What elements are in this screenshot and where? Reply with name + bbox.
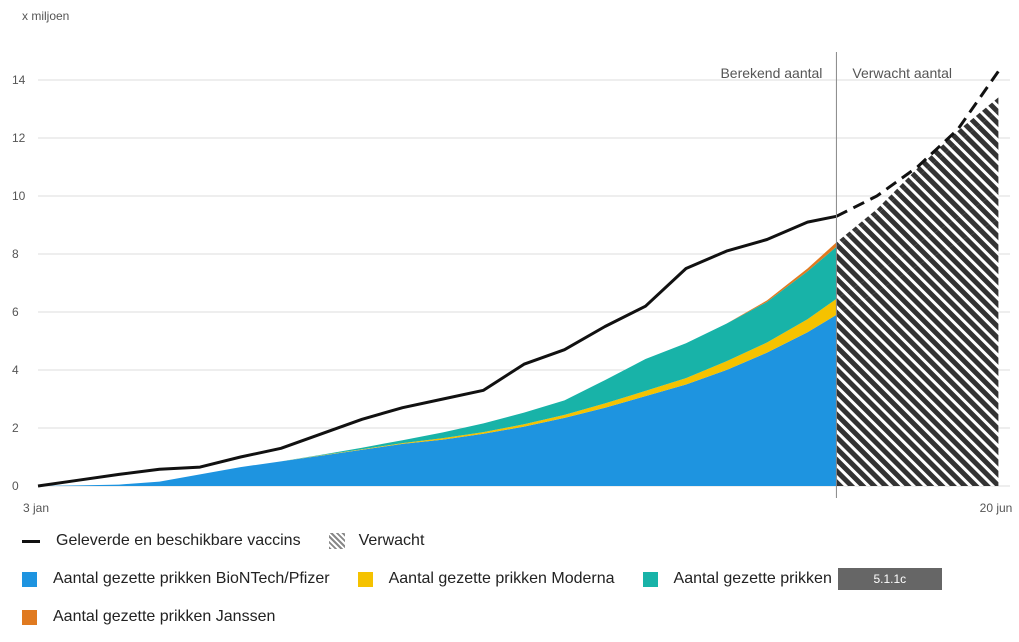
- annotations: Berekend aantal Verwacht aantal: [720, 52, 952, 498]
- legend-hatch-label: Verwacht: [358, 532, 425, 549]
- y-tick-label: 10: [12, 189, 26, 203]
- legend-item-pfizer: Aantal gezette prikken BioNTech/Pfizer: [22, 570, 330, 588]
- legend-item-line: Geleverde en beschikbare vaccins: [22, 532, 301, 550]
- pfizer-swatch-icon: [22, 571, 37, 587]
- legend-astrazeneca-label: Aantal gezette prikken: [673, 570, 832, 587]
- version-badge: 5.1.1c: [837, 568, 942, 590]
- x-tick-label: 3 jan: [23, 501, 49, 515]
- line-swatch-icon: [22, 539, 40, 543]
- legend-line-label: Geleverde en beschikbare vaccins: [56, 532, 301, 549]
- legend-item-astrazeneca: Aantal gezette prikken: [642, 570, 832, 588]
- y-axis-label: x miljoen: [22, 9, 69, 23]
- y-tick-label: 4: [12, 363, 19, 377]
- y-tick-label: 6: [12, 305, 19, 319]
- y-tick-label: 2: [12, 421, 19, 435]
- delivered-vaccines-line: [37, 70, 1000, 488]
- legend-row-1: Geleverde en beschikbare vaccins Verwach…: [22, 528, 1012, 554]
- y-tick-label: 12: [12, 131, 26, 145]
- y-tick-label: 8: [12, 247, 19, 261]
- legend-item-janssen: Aantal gezette prikken Janssen: [22, 608, 275, 626]
- area-astrazeneca: [38, 246, 837, 486]
- legend: Geleverde en beschikbare vaccins Verwach…: [22, 528, 1012, 642]
- moderna-swatch-icon: [357, 571, 373, 587]
- vaccine-area-chart: 0 2 4 6 8 10 12 14 3 jan 20 jun Berekend aantal Ve…: [12, 9, 1012, 515]
- janssen-swatch-icon: [22, 609, 37, 625]
- legend-item-hatch: Verwacht: [328, 532, 425, 550]
- area-janssen-projected: [836, 97, 999, 247]
- series-line-actual: [37, 214, 837, 488]
- series-line-projected: [835, 70, 1000, 218]
- hatch-swatch-icon: [328, 533, 345, 549]
- legend-moderna-label: Aantal gezette prikken Moderna: [388, 570, 615, 587]
- area-pfizer-projected: [836, 219, 999, 486]
- astrazeneca-swatch-icon: [642, 571, 658, 587]
- legend-janssen-label: Aantal gezette prikken Janssen: [53, 608, 276, 625]
- stacked-areas: [38, 97, 999, 486]
- grid-lines: 0 2 4 6 8 10 12 14 3 jan 20 jun: [12, 73, 1012, 515]
- legend-row-3: Aantal gezette prikken Janssen: [22, 604, 1012, 630]
- legend-row-2: Aantal gezette prikken BioNTech/Pfizer A…: [22, 566, 1012, 592]
- annotation-berekend: Berekend aantal: [720, 65, 822, 81]
- annotation-verwacht: Verwacht aantal: [852, 65, 952, 81]
- y-tick-label: 0: [12, 479, 19, 493]
- y-tick-label: 14: [12, 73, 26, 87]
- legend-pfizer-label: Aantal gezette prikken BioNTech/Pfizer: [53, 570, 330, 587]
- area-pfizer: [38, 314, 837, 486]
- legend-item-moderna: Aantal gezette prikken Moderna: [357, 570, 615, 588]
- area-astrazeneca-projected: [836, 110, 999, 299]
- area-moderna-projected: [836, 191, 999, 315]
- x-tick-label: 20 jun: [980, 501, 1013, 515]
